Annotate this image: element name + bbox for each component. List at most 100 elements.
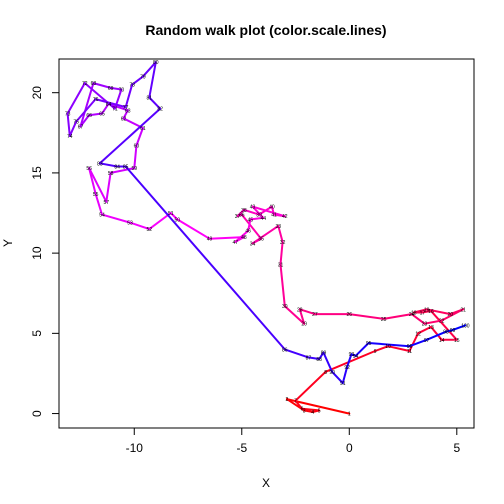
x-axis-label: X <box>262 476 270 490</box>
point-label: 76 <box>93 97 99 103</box>
point-label: 51 <box>168 211 174 217</box>
point-label: 42 <box>282 214 288 220</box>
point-label: 65 <box>99 112 105 118</box>
point-label: 75 <box>73 120 79 126</box>
point-label: 56 <box>86 166 92 172</box>
point-label: 64 <box>106 102 112 108</box>
point-label: 26 <box>347 312 353 318</box>
point-label: 95 <box>366 341 372 347</box>
point-label: 52 <box>147 227 153 233</box>
point-label: 90 <box>329 370 335 376</box>
point-label: 23 <box>422 322 428 328</box>
point-label: 48 <box>241 235 247 241</box>
point-label: 88 <box>316 357 322 363</box>
y-tick-label: 5 <box>30 330 44 337</box>
point-label: 1 <box>348 412 351 418</box>
point-label: 35 <box>258 237 264 243</box>
point-label: 73 <box>65 112 71 118</box>
point-label: 33 <box>276 224 282 230</box>
point-label: 49 <box>207 237 213 243</box>
point-label: 61 <box>140 126 146 132</box>
point-label: 20 <box>448 312 454 318</box>
point-label: 6 <box>301 407 304 413</box>
point-label: 30 <box>282 304 288 310</box>
x-tick-label: -10 <box>126 441 144 455</box>
point-label: 89 <box>321 351 327 357</box>
point-label: 82 <box>157 107 163 113</box>
point-label: 50 <box>175 217 181 223</box>
point-label: 68 <box>91 81 97 87</box>
point-label: 79 <box>140 75 146 81</box>
x-tick-label: -5 <box>236 441 247 455</box>
point-label: 44 <box>261 216 267 222</box>
point-label: 28 <box>297 307 303 313</box>
y-tick-label: 15 <box>30 166 44 180</box>
y-tick-label: 0 <box>30 410 44 417</box>
point-label: 85 <box>123 165 129 171</box>
point-label: 7 <box>294 399 297 405</box>
point-label: 24 <box>409 312 415 318</box>
point-label: 22 <box>439 319 445 325</box>
point-label: 15 <box>454 338 460 344</box>
point-label: 12 <box>415 331 421 337</box>
point-label: 98 <box>443 330 449 336</box>
point-label: 81 <box>147 96 153 102</box>
point-label: 46 <box>245 229 251 235</box>
point-label: 32 <box>280 240 286 246</box>
point-label: 87 <box>306 355 312 361</box>
point-label: 9 <box>374 349 377 355</box>
point-label: 66 <box>86 113 92 119</box>
y-tick-label: 10 <box>30 246 44 260</box>
point-label: 96 <box>407 344 413 350</box>
point-label: 41 <box>271 213 277 219</box>
point-label: 99 <box>450 328 456 334</box>
point-label: 27 <box>312 312 318 318</box>
x-tick-label: 0 <box>346 441 353 455</box>
point-label: 70 <box>119 88 125 94</box>
point-label: 100 <box>461 323 470 329</box>
chart-title: Random walk plot (color.scale.lines) <box>145 22 386 38</box>
point-label: 80 <box>153 60 159 66</box>
point-label: 13 <box>428 325 434 331</box>
point-label: 84 <box>114 165 120 171</box>
y-axis-label: Y <box>1 239 15 247</box>
point-label: 31 <box>278 262 284 268</box>
point-label: 77 <box>123 105 129 111</box>
point-label: 92 <box>344 365 350 371</box>
point-label: 47 <box>233 240 239 246</box>
point-label: 62 <box>121 116 127 122</box>
point-label: 37 <box>235 214 241 220</box>
point-label: 29 <box>301 322 307 328</box>
point-label: 60 <box>134 144 140 150</box>
point-label: 94 <box>353 354 359 360</box>
point-label: 53 <box>127 221 133 227</box>
point-label: 86 <box>282 347 288 353</box>
point-label: 10 <box>385 344 391 350</box>
point-label: 57 <box>104 200 110 206</box>
point-label: 2 <box>286 397 289 403</box>
point-label: 34 <box>250 242 256 248</box>
point-label: 8 <box>324 370 327 376</box>
point-label: 54 <box>99 213 105 219</box>
point-label: 5 <box>318 408 321 414</box>
point-label: 4 <box>311 410 314 416</box>
point-label: 83 <box>97 161 103 167</box>
point-label: 78 <box>129 83 135 89</box>
point-label: 19 <box>424 307 430 313</box>
point-label: 59 <box>132 166 138 172</box>
point-label: 45 <box>248 217 254 223</box>
point-label: 91 <box>340 381 346 387</box>
point-label: 38 <box>241 208 247 214</box>
y-tick-label: 20 <box>30 86 44 100</box>
point-label: 72 <box>82 81 88 87</box>
point-label: 43 <box>250 205 256 211</box>
point-label: 55 <box>93 192 99 198</box>
point-label: 58 <box>108 171 114 177</box>
point-label: 71 <box>112 107 118 113</box>
x-tick-label: 5 <box>453 441 460 455</box>
point-label: 14 <box>439 338 445 344</box>
point-label: 97 <box>424 338 430 344</box>
point-label: 74 <box>67 134 73 140</box>
point-label: 40 <box>269 205 275 211</box>
